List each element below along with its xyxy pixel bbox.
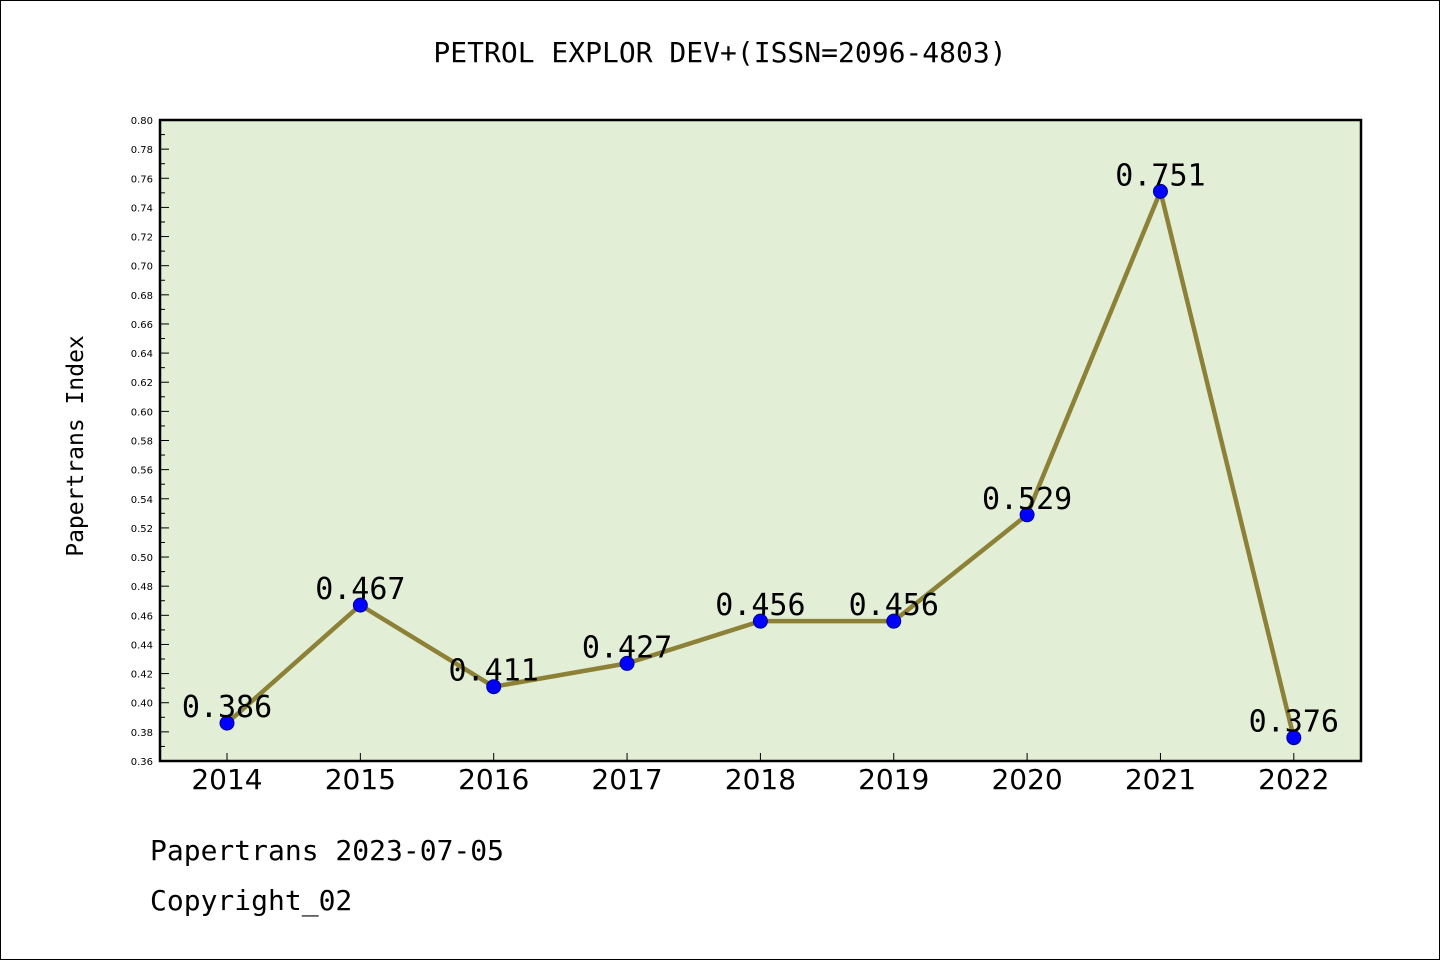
y-tick-label: 0.44 (131, 640, 153, 651)
data-point (486, 679, 502, 695)
y-tick-label: 0.72 (131, 233, 153, 244)
data-point (1152, 183, 1168, 199)
data-label: 0.456 (715, 588, 805, 623)
data-point (219, 715, 235, 731)
data-label: 0.411 (449, 654, 539, 689)
chart-title: PETROL EXPLOR DEV+(ISSN=2096-4803) (433, 36, 1007, 69)
y-tick-label: 0.36 (131, 757, 153, 768)
x-tick-label: 2015 (325, 763, 396, 796)
y-tick-label: 0.60 (131, 407, 153, 418)
footer-copyright: Copyright_02 (150, 884, 353, 917)
x-tick-label: 2014 (191, 763, 262, 796)
y-tick-label: 0.68 (131, 291, 153, 302)
data-label: 0.427 (582, 630, 672, 665)
y-tick-label: 0.42 (131, 670, 153, 681)
data-label: 0.386 (182, 690, 272, 725)
plot-border (158, 118, 1363, 763)
data-point (752, 613, 768, 629)
y-tick-label: 0.62 (131, 378, 153, 389)
y-tick-label: 0.76 (131, 174, 153, 185)
x-tick-label: 2019 (858, 763, 929, 796)
y-tick-label: 0.74 (131, 203, 153, 214)
y-tick-label: 0.48 (131, 582, 153, 593)
data-point (886, 613, 902, 629)
x-tick-label: 2018 (725, 763, 796, 796)
y-tick-label: 0.46 (131, 611, 153, 622)
data-label: 0.529 (982, 482, 1072, 517)
data-point (1286, 730, 1302, 746)
data-label: 0.751 (1115, 158, 1205, 193)
y-tick-label: 0.80 (131, 116, 153, 127)
x-tick-label: 2022 (1258, 763, 1329, 796)
data-point (1019, 507, 1035, 523)
data-point (619, 655, 635, 671)
y-tick-label: 0.66 (131, 320, 153, 331)
footer-date: Papertrans 2023-07-05 (150, 834, 505, 867)
data-label: 0.456 (849, 588, 939, 623)
y-tick-label: 0.70 (131, 262, 153, 273)
x-tick-label: 2017 (591, 763, 662, 796)
data-point (352, 597, 368, 613)
y-tick-label: 0.64 (131, 349, 153, 360)
data-label: 0.376 (1249, 705, 1339, 740)
y-tick-label: 0.40 (131, 699, 153, 710)
y-tick-label: 0.58 (131, 437, 153, 448)
x-tick-label: 2016 (458, 763, 529, 796)
data-label: 0.467 (315, 572, 405, 607)
y-tick-label: 0.54 (131, 495, 153, 506)
y-tick-label: 0.78 (131, 145, 153, 156)
y-tick-label: 0.56 (131, 466, 153, 477)
x-tick-label: 2021 (1125, 763, 1196, 796)
y-tick-label: 0.38 (131, 728, 153, 739)
x-tick-label: 2020 (991, 763, 1062, 796)
plot-area (160, 120, 1361, 761)
y-tick-label: 0.50 (131, 553, 153, 564)
y-tick-label: 0.52 (131, 524, 153, 535)
